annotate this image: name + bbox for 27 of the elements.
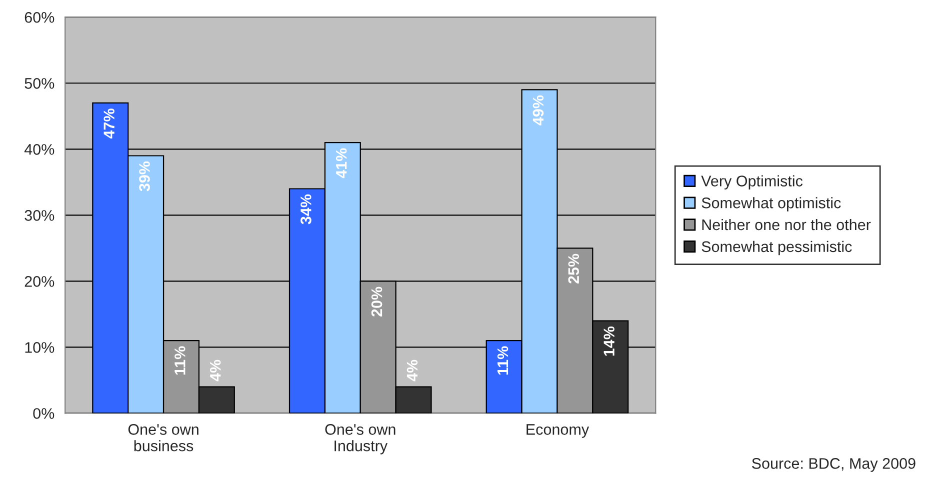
source-note: Source: BDC, May 2009 (752, 458, 916, 472)
y-tick-label: 30% (24, 210, 54, 221)
y-tick-label: 20% (24, 276, 54, 287)
legend-label: Somewhat pessimistic (702, 240, 852, 256)
y-tick-label: 60% (24, 12, 54, 23)
data-label: 20% (371, 286, 382, 317)
legend-label: Very Optimistic (701, 175, 803, 190)
y-tick-label: 0% (33, 408, 54, 419)
data-label: 34% (300, 194, 312, 224)
legend-label: Neither one nor the other (702, 218, 871, 230)
data-label: 41% (336, 148, 347, 178)
x-tick-label: One's own Industry (325, 424, 396, 454)
x-tick-label: One's own business (128, 424, 198, 452)
data-label: 11% (497, 346, 508, 375)
data-label: 49% (532, 95, 544, 126)
data-label: 4% (406, 360, 418, 382)
y-tick-label: 10% (25, 342, 54, 353)
data-label: 14% (604, 326, 614, 356)
y-tick-label: 40% (24, 144, 54, 155)
data-label: 47% (104, 108, 114, 139)
data-label: 25% (568, 254, 580, 284)
data-label: 4% (210, 360, 221, 382)
data-label: 11% (174, 346, 186, 375)
legend-label: Somewhat optimistic (702, 197, 841, 212)
y-tick-label: 50% (24, 78, 54, 89)
x-tick-label: Economy (526, 424, 590, 438)
data-label: 39% (139, 161, 150, 192)
